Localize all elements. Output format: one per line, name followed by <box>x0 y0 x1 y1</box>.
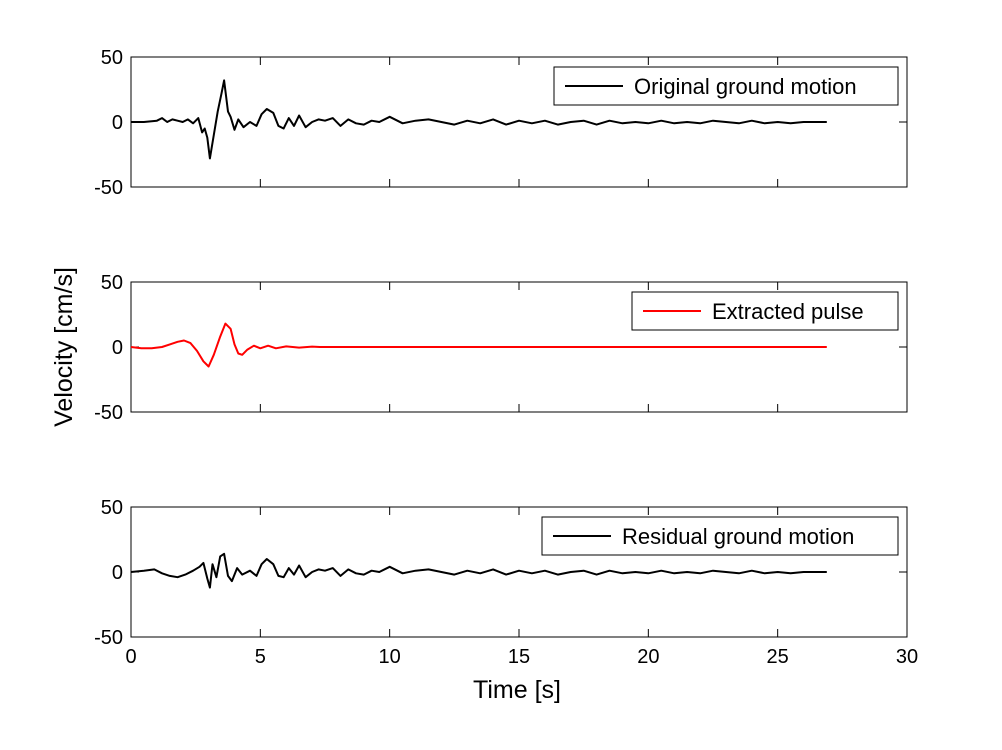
y-tick-label: 0 <box>112 337 123 359</box>
legend-label: Extracted pulse <box>712 299 864 324</box>
panel-extracted-pulse: -50 0 50 Extracted pulse <box>94 272 908 424</box>
x-tick-label: 0 <box>125 646 136 668</box>
x-tick-label: 5 <box>255 646 266 668</box>
series-line <box>130 552 827 589</box>
series-line <box>130 322 827 368</box>
panel-original-ground-motion: -50 0 50 Original ground motion <box>94 47 908 199</box>
legend-label: Original ground motion <box>634 74 857 99</box>
x-tick-label: 30 <box>896 646 918 668</box>
y-tick-label: 50 <box>101 47 123 69</box>
y-tick-label: -50 <box>94 402 123 424</box>
y-tick-label: -50 <box>94 177 123 199</box>
y-tick-label: 50 <box>101 497 123 519</box>
series-line <box>131 79 827 160</box>
legend-label: Residual ground motion <box>622 524 854 549</box>
y-tick-label: 50 <box>101 272 123 294</box>
x-tick-label: 20 <box>637 646 659 668</box>
x-tick-label: 25 <box>767 646 789 668</box>
y-tick-label: 0 <box>112 562 123 584</box>
y-tick-label: 0 <box>112 112 123 134</box>
x-tick-label: 15 <box>508 646 530 668</box>
x-axis-label: Time [s] <box>473 676 561 704</box>
y-tick-label: -50 <box>94 627 123 649</box>
x-tick-label: 10 <box>379 646 401 668</box>
y-axis-label: Velocity [cm/s] <box>50 267 78 427</box>
